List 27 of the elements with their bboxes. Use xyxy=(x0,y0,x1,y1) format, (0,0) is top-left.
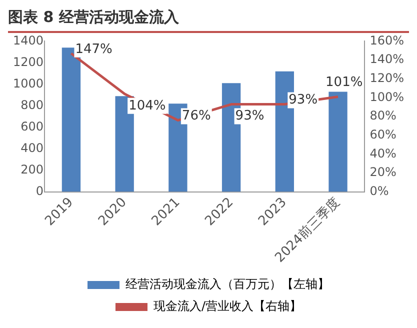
y-tick-label: 1400 xyxy=(12,33,44,48)
bar xyxy=(328,92,348,192)
y-tick-label: 1200 xyxy=(12,54,44,69)
data-label: 101% xyxy=(326,75,363,90)
y2-tick-label: 80% xyxy=(370,108,396,123)
chart-title: 图表 8 经营活动现金流入 xyxy=(8,8,409,33)
y2-tick-label: 120% xyxy=(370,70,404,85)
data-label: 147% xyxy=(75,42,112,57)
y-tick-label: 600 xyxy=(20,119,44,134)
y-tick-label: 1000 xyxy=(12,76,44,90)
data-label: 76% xyxy=(182,108,211,124)
y-tick-label: 400 xyxy=(20,140,44,155)
y2-tick-label: 60% xyxy=(370,127,396,142)
y2-tick-label: 140% xyxy=(370,52,404,66)
y-tick-label: 800 xyxy=(20,98,44,112)
y2-tick-label: 0% xyxy=(370,184,389,198)
legend-label: 现金流入/营业收入【右轴】 xyxy=(153,299,302,314)
y2-tick-label: 100% xyxy=(370,90,404,104)
y2-tick-label: 20% xyxy=(370,165,396,180)
y2-tick-label: 160% xyxy=(370,33,404,48)
data-label: 93% xyxy=(288,92,318,108)
data-label: 104% xyxy=(128,98,166,114)
y2-tick-label: 40% xyxy=(370,146,396,160)
y-tick-label: 0 xyxy=(36,184,44,198)
legend-label: 经营活动现金流入（百万元）【左轴】 xyxy=(126,277,330,292)
data-label: 93% xyxy=(235,108,264,124)
y-tick-label: 200 xyxy=(20,162,44,176)
